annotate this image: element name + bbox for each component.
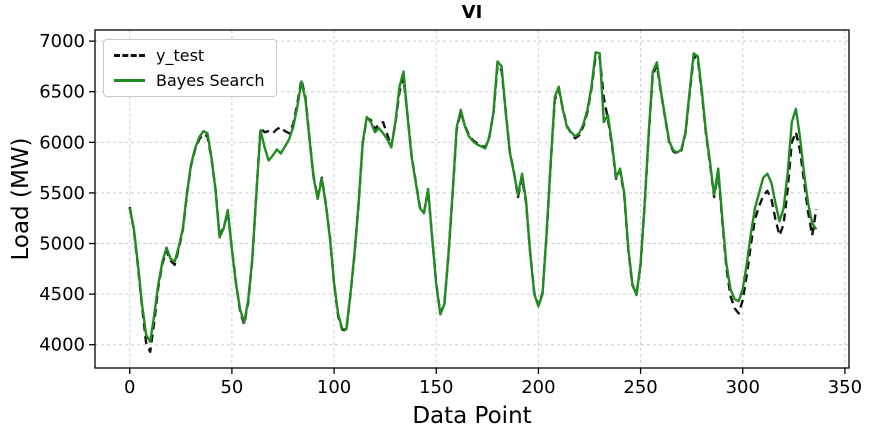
y-axis-label: Load (MW) <box>8 137 34 261</box>
legend-item-y-test: y_test <box>114 47 264 65</box>
series-line-bayes-search <box>128 51 818 343</box>
legend-label: Bayes Search <box>156 70 265 90</box>
legend-item-bayes-search: Bayes Search <box>114 70 265 90</box>
series-line-y-test <box>128 55 818 353</box>
plot-border <box>94 29 850 369</box>
legend-label: y_test <box>156 46 205 65</box>
x-tick-label: 350 <box>828 377 862 398</box>
x-tick-label: 300 <box>726 377 760 398</box>
legend: y_test Bayes Search <box>103 39 278 98</box>
y-tick-label: 4500 <box>39 284 85 305</box>
x-tick-label: 0 <box>124 377 135 398</box>
legend-line-dashed-icon <box>114 54 145 58</box>
x-tick-label: 250 <box>623 377 657 398</box>
y-tick-label: 5500 <box>39 183 85 204</box>
y-tick-label: 6000 <box>39 132 85 153</box>
x-tick-label: 200 <box>521 377 555 398</box>
x-tick-label: 50 <box>220 377 243 398</box>
y-tick-label: 6500 <box>39 82 85 103</box>
y-tick-label: 4000 <box>39 335 85 356</box>
legend-line-solid-icon <box>114 78 145 82</box>
x-axis-label: Data Point <box>412 403 532 429</box>
x-tick-label: 100 <box>317 377 351 398</box>
y-tick-label: 7000 <box>39 31 85 52</box>
chart-title: VI <box>461 2 483 23</box>
x-tick-label: 150 <box>419 377 453 398</box>
y-tick-label: 5000 <box>39 234 85 255</box>
